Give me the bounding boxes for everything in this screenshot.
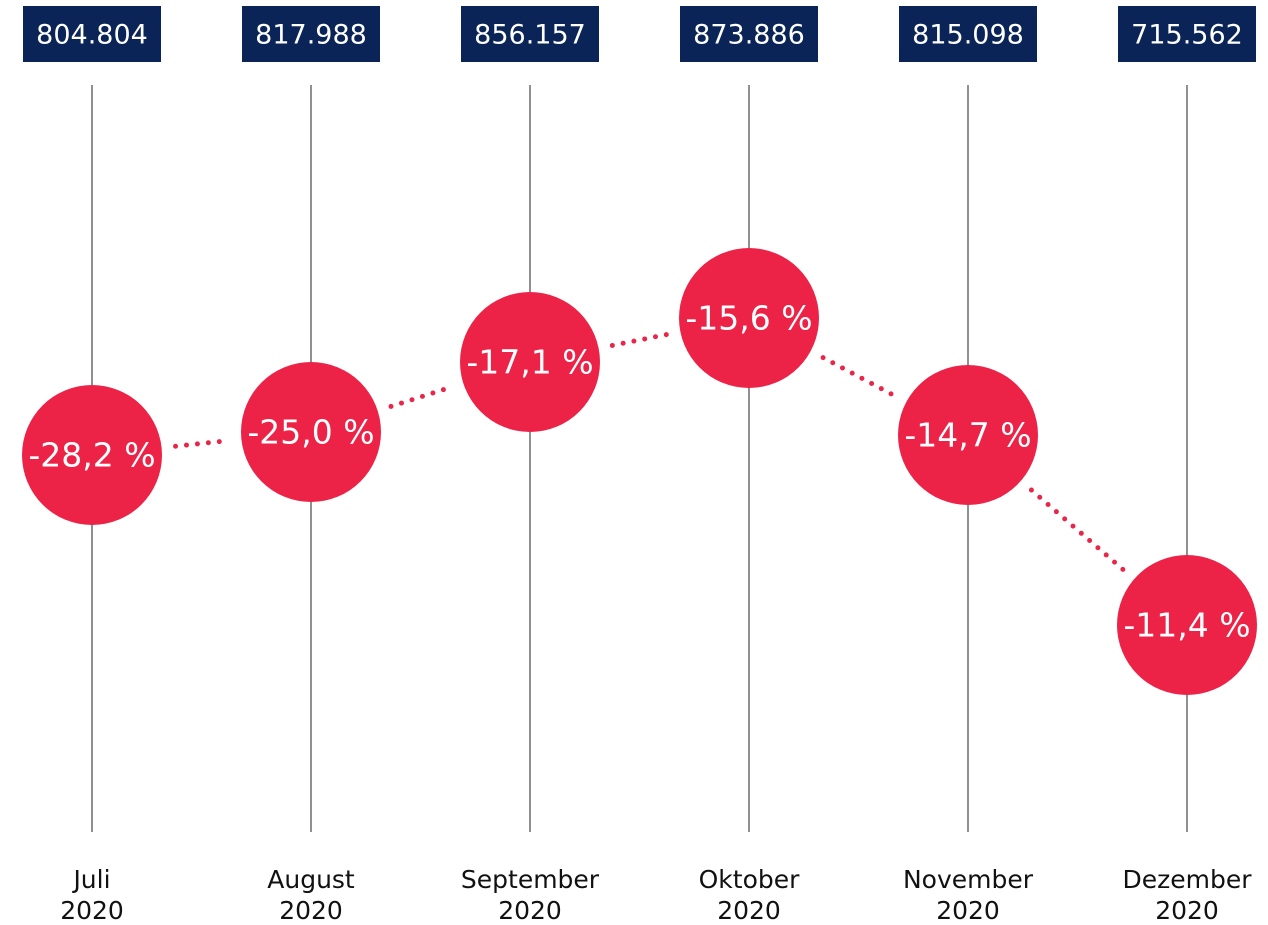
dotted-connector [173, 438, 230, 449]
year-label: 2020 [60, 896, 124, 925]
change-value: -11,4 % [1123, 606, 1250, 645]
month-label: November [903, 865, 1034, 894]
change-value: -17,1 % [466, 343, 593, 382]
total-box [23, 6, 161, 62]
change-value: -15,6 % [685, 299, 812, 338]
change-circle [679, 248, 819, 388]
connectors [173, 332, 1127, 573]
dotted-connector [609, 332, 670, 348]
year-label: 2020 [717, 896, 781, 925]
total-value: 815.098 [912, 20, 1024, 51]
total-box [1118, 6, 1256, 62]
month-label: August [267, 865, 355, 894]
year-label: 2020 [279, 896, 343, 925]
dotted-connector [1028, 487, 1127, 573]
total-box [461, 6, 599, 62]
month-label: Oktober [699, 865, 801, 894]
change-circle [241, 362, 381, 502]
dotted-connector [820, 355, 897, 398]
year-label: 2020 [1155, 896, 1219, 925]
year-label: 2020 [936, 896, 1000, 925]
change-circle [22, 385, 162, 525]
total-value: 715.562 [1131, 20, 1243, 51]
change-value: -28,2 % [28, 436, 155, 475]
change-value: -25,0 % [247, 413, 374, 452]
total-box [899, 6, 1037, 62]
total-value: 873.886 [693, 20, 805, 51]
month-label: Juli [71, 865, 110, 894]
year-label: 2020 [498, 896, 562, 925]
change-circle [1117, 555, 1257, 695]
total-value: 856.157 [474, 20, 586, 51]
change-value: -14,7 % [904, 416, 1031, 455]
total-value: 804.804 [36, 20, 148, 51]
dotted-connector [388, 385, 453, 409]
change-circle [898, 365, 1038, 505]
total-value: 817.988 [255, 20, 367, 51]
total-box [242, 6, 380, 62]
month-label: Dezember [1122, 865, 1252, 894]
month-label: September [461, 865, 600, 894]
total-box [680, 6, 818, 62]
change-circle [460, 292, 600, 432]
